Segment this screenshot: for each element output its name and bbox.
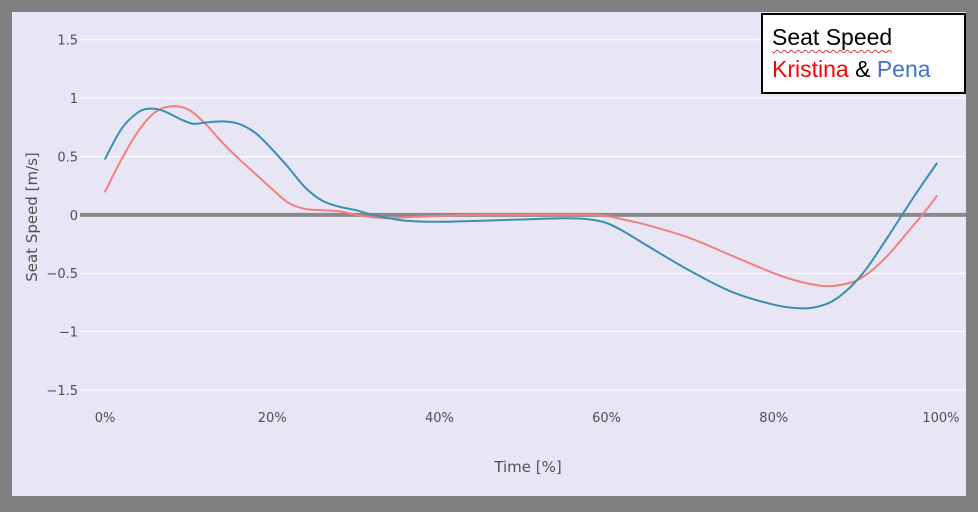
x-tick-label: 60%: [592, 411, 621, 426]
series-line-kristina: [104, 105, 938, 288]
y-tick-labels: 1.5 1 0.5 0 −0.5 −1 −1.5: [46, 34, 78, 399]
x-tick-label: 0%: [95, 411, 116, 426]
legend-series-pena: Pena: [876, 56, 931, 82]
legend-box: Seat Speed Kristina & Pena: [761, 13, 966, 94]
y-tick-label: −0.5: [46, 267, 78, 282]
x-tick-labels: 0% 20% 40% 60% 80% 100%: [95, 411, 960, 426]
series-lines: [104, 105, 938, 310]
y-axis-title: Seat Speed [m/s]: [23, 152, 41, 282]
y-tick-label: −1: [59, 326, 78, 341]
y-tick-label: 1: [70, 92, 78, 107]
y-tick-label: 1.5: [57, 34, 78, 49]
legend-series-kristina: Kristina: [772, 56, 849, 82]
x-tick-label: 80%: [759, 411, 788, 426]
legend-joiner: &: [855, 56, 871, 82]
x-tick-label: 40%: [425, 411, 454, 426]
y-tick-label: 0: [70, 209, 78, 224]
legend-title: Seat Speed: [772, 24, 893, 50]
x-tick-label: 100%: [922, 411, 959, 426]
y-tick-label: −1.5: [46, 384, 78, 399]
series-line-pena: [104, 107, 938, 310]
legend-series-line: Kristina & Pena: [772, 53, 964, 85]
y-tick-label: 0.5: [57, 150, 78, 165]
x-tick-label: 20%: [258, 411, 287, 426]
x-axis-title: Time [%]: [493, 458, 561, 476]
